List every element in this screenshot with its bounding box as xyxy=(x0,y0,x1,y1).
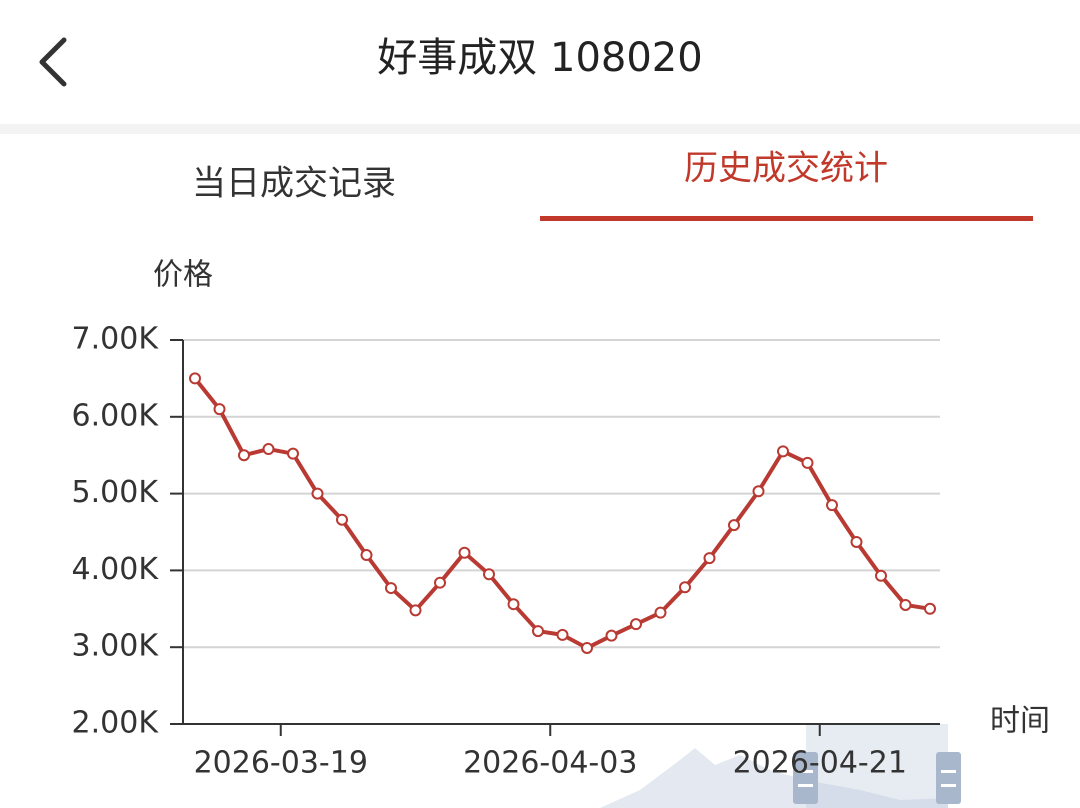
y-tick-label: 6.00K xyxy=(72,398,160,433)
y-axis-label: 价格 xyxy=(153,258,213,293)
data-point xyxy=(213,403,226,416)
data-point xyxy=(826,499,838,512)
tab-active[interactable]: 历史成交统计 xyxy=(684,149,888,189)
separator xyxy=(0,124,1080,134)
data-point xyxy=(556,628,569,641)
zoom-slider[interactable] xyxy=(600,724,961,808)
data-point xyxy=(850,535,863,548)
data-point xyxy=(752,485,765,498)
data-point xyxy=(507,598,520,611)
y-tick-label: 2.00K xyxy=(72,706,160,741)
data-point xyxy=(385,582,397,595)
y-tick-label: 4.00K xyxy=(72,552,160,587)
data-point xyxy=(311,487,324,500)
data-point xyxy=(875,569,887,582)
data-point xyxy=(605,629,618,642)
x-axis-label: 时间 xyxy=(990,704,1050,739)
page-title: 好事成双 108020 xyxy=(377,35,702,81)
x-tick-label: 2026-04-21 xyxy=(733,746,907,781)
data-point xyxy=(924,602,936,615)
x-tick-label: 2026-04-03 xyxy=(463,746,637,781)
y-tick-label: 5.00K xyxy=(72,475,160,510)
tab-underline xyxy=(540,216,1033,221)
data-point xyxy=(287,447,299,460)
data-point xyxy=(728,519,740,532)
data-point xyxy=(654,606,667,619)
data-point xyxy=(801,456,814,469)
data-point xyxy=(630,618,642,631)
data-point xyxy=(899,598,912,611)
data-point xyxy=(703,552,716,565)
data-point xyxy=(360,549,373,562)
data-point xyxy=(336,513,348,526)
data-point xyxy=(434,576,446,589)
data-point xyxy=(458,546,471,559)
y-tick-label: 7.00K xyxy=(72,322,160,357)
tab[interactable]: 当日成交记录 xyxy=(192,164,396,204)
price-line xyxy=(193,377,931,650)
y-tick-label: 3.00K xyxy=(72,629,160,664)
data-point xyxy=(238,449,250,462)
data-point xyxy=(483,568,495,581)
data-point xyxy=(581,641,593,654)
data-point xyxy=(532,625,544,638)
data-point xyxy=(679,581,691,594)
data-point xyxy=(262,443,275,456)
x-tick-label: 2026-03-19 xyxy=(194,746,368,781)
data-point xyxy=(189,372,201,385)
back-button[interactable] xyxy=(39,37,67,87)
data-point xyxy=(777,445,789,458)
data-point xyxy=(409,604,422,617)
